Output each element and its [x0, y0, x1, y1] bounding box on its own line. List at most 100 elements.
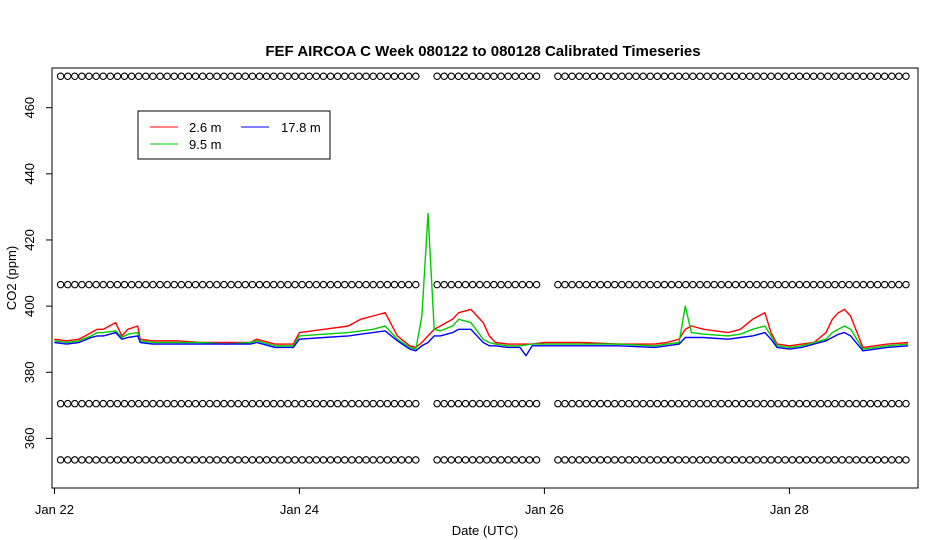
- marker-row-1-point-27: [248, 280, 257, 289]
- marker-row-2-point-36: [312, 399, 321, 408]
- marker-row-1-point-53: [447, 280, 456, 289]
- marker-row-3-point-12: [142, 456, 150, 464]
- marker-row-1-point-58: [483, 280, 491, 289]
- marker-row-1-point-115: [902, 280, 910, 289]
- marker-row-2-point-8: [113, 399, 122, 408]
- marker-row-2-point-82: [667, 399, 676, 408]
- marker-row-0-point-21: [206, 72, 214, 81]
- marker-row-0-point-102: [809, 72, 818, 81]
- marker-row-0-point-30: [269, 72, 278, 81]
- marker-row-3-point-74: [610, 456, 619, 464]
- marker-row-3-point-73: [603, 456, 612, 464]
- marker-row-3-point-25: [234, 456, 242, 464]
- marker-row-2-point-1: [63, 399, 72, 408]
- marker-row-3-point-13: [149, 456, 157, 464]
- marker-row-2-point-74: [610, 399, 619, 408]
- marker-row-1-point-55: [461, 280, 470, 289]
- marker-row-0-point-60: [497, 72, 505, 81]
- marker-row-1-point-77: [632, 280, 640, 289]
- marker-row-1-point-25: [234, 280, 242, 289]
- marker-row-0-point-77: [632, 72, 640, 81]
- marker-row-3-point-42: [355, 456, 363, 464]
- marker-row-0-point-35: [305, 72, 313, 81]
- marker-row-2-point-111: [873, 399, 882, 408]
- marker-row-1-point-86: [696, 280, 704, 289]
- marker-row-1-point-21: [206, 280, 214, 289]
- marker-row-3-point-80: [653, 456, 662, 464]
- marker-row-3-point-56: [468, 456, 477, 464]
- marker-row-1-point-44: [369, 280, 377, 289]
- marker-row-0-point-70: [582, 72, 591, 81]
- marker-row-2-point-23: [220, 399, 228, 408]
- marker-row-2-point-53: [447, 399, 456, 408]
- marker-row-2-point-55: [461, 399, 470, 408]
- marker-row-2-point-105: [831, 399, 839, 408]
- marker-row-3-point-68: [568, 456, 576, 464]
- marker-row-1-point-89: [717, 280, 726, 289]
- marker-row-2-point-9: [120, 399, 129, 408]
- marker-row-2-point-54: [454, 399, 463, 408]
- marker-row-0-point-10: [127, 72, 136, 81]
- marker-row-3-point-23: [220, 456, 228, 464]
- marker-row-3-point-58: [483, 456, 491, 464]
- marker-row-3-point-89: [717, 456, 726, 464]
- marker-row-2-point-35: [305, 399, 313, 408]
- series-line-2: [54, 328, 909, 357]
- marker-row-1-point-5: [92, 280, 100, 289]
- marker-row-0-point-113: [888, 72, 896, 81]
- marker-row-3-point-95: [760, 456, 768, 464]
- marker-row-3-point-96: [767, 456, 775, 464]
- marker-row-0-point-109: [859, 72, 868, 81]
- marker-row-1-point-23: [220, 280, 228, 289]
- marker-row-0-point-46: [383, 72, 392, 81]
- marker-row-0-point-89: [717, 72, 726, 81]
- marker-row-2-point-87: [703, 399, 711, 408]
- marker-row-0-point-110: [866, 72, 875, 81]
- marker-row-0-point-91: [731, 72, 740, 81]
- marker-row-1-point-64: [525, 280, 534, 289]
- marker-row-1-point-59: [490, 280, 498, 289]
- marker-row-2-point-46: [383, 399, 392, 408]
- legend-label-9-5m: 9.5 m: [189, 137, 222, 152]
- marker-row-3-point-62: [511, 456, 520, 464]
- marker-row-0-point-54: [454, 72, 463, 81]
- marker-row-3-point-10: [127, 456, 136, 464]
- marker-row-0-point-6: [99, 72, 107, 81]
- marker-row-2-point-52: [440, 399, 448, 408]
- marker-row-0-point-100: [795, 72, 804, 81]
- marker-row-0-point-85: [689, 72, 697, 81]
- marker-row-2-point-27: [248, 399, 257, 408]
- marker-row-0-point-22: [213, 72, 221, 81]
- marker-row-2-point-78: [639, 399, 647, 408]
- marker-row-1-point-30: [269, 280, 278, 289]
- marker-row-3-point-86: [696, 456, 704, 464]
- marker-row-1-point-108: [852, 280, 861, 289]
- marker-row-3-point-29: [262, 456, 271, 464]
- y-tick-label-5: 460: [22, 97, 37, 119]
- marker-row-2-point-32: [284, 399, 292, 408]
- marker-row-2-point-98: [781, 399, 789, 408]
- marker-row-3-point-6: [99, 456, 107, 464]
- marker-row-3-point-1: [63, 456, 72, 464]
- marker-row-0-point-11: [134, 72, 143, 81]
- marker-row-0-point-37: [319, 72, 328, 81]
- marker-row-2-point-37: [319, 399, 328, 408]
- marker-row-0-point-108: [852, 72, 861, 81]
- marker-row-3-point-101: [802, 456, 811, 464]
- marker-row-2-point-17: [177, 399, 186, 408]
- marker-row-3-point-9: [120, 456, 129, 464]
- marker-row-0-point-69: [575, 72, 583, 81]
- marker-row-0-point-84: [682, 72, 690, 81]
- marker-row-1-point-79: [646, 280, 654, 289]
- marker-row-3-point-7: [106, 456, 115, 464]
- marker-row-1-point-10: [127, 280, 136, 289]
- marker-row-2-point-33: [291, 399, 299, 408]
- marker-row-2-point-43: [362, 399, 370, 408]
- marker-row-0-point-63: [518, 72, 527, 81]
- marker-row-0-point-94: [753, 72, 761, 81]
- marker-row-0-point-78: [639, 72, 647, 81]
- marker-row-2-point-80: [653, 399, 662, 408]
- marker-row-3-point-8: [113, 456, 122, 464]
